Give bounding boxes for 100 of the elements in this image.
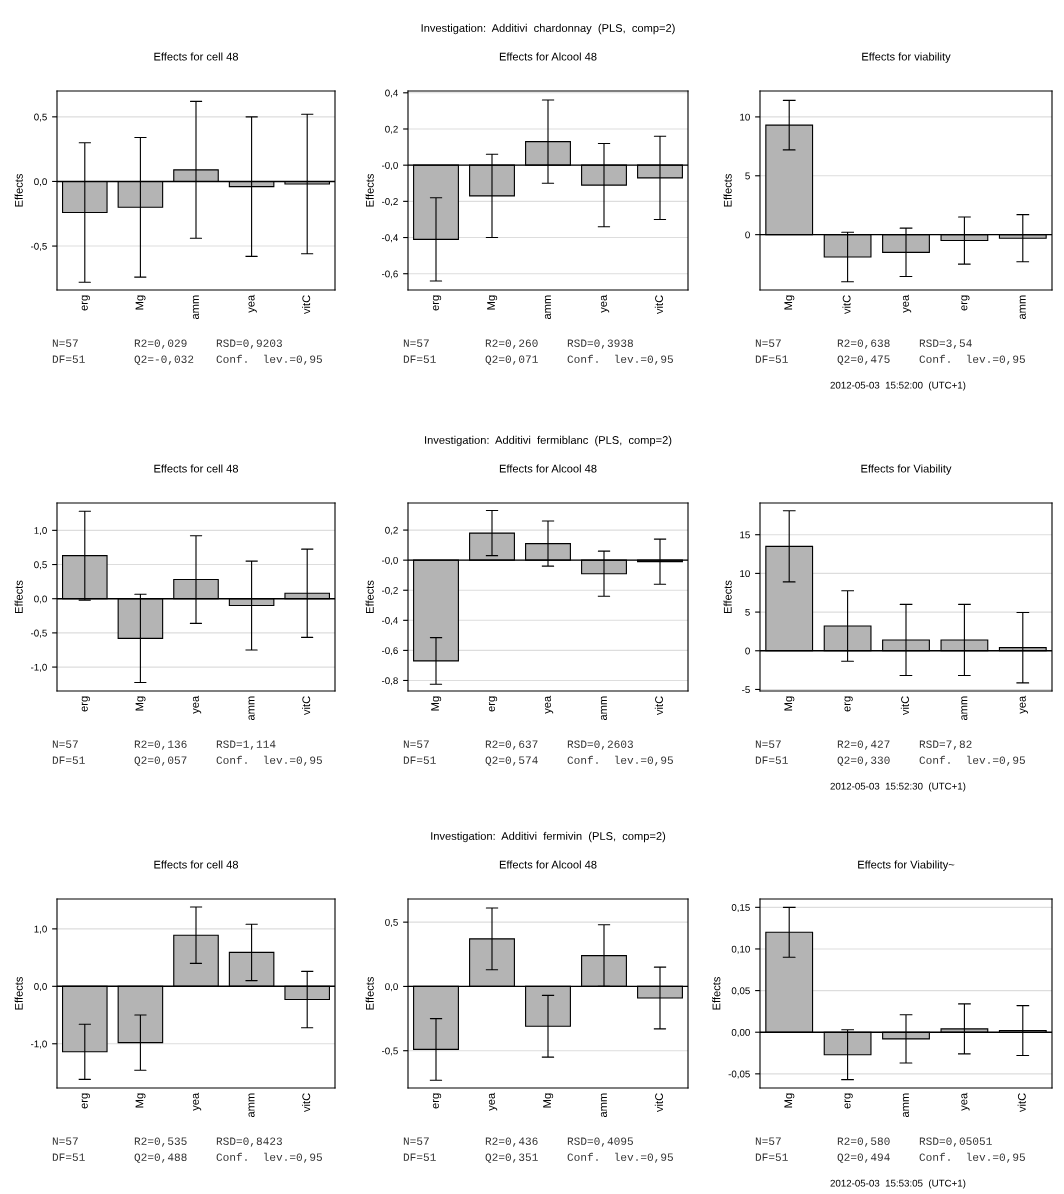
text: RSD=1,114 — [216, 740, 276, 750]
y-axis-title: Effects — [723, 174, 732, 207]
x-tick-label: erg — [488, 696, 498, 712]
y-tick-label: 15 — [740, 531, 750, 539]
y-tick-label: -5 — [742, 686, 750, 694]
text: 2012-05-03 15:52:30 (UTC+1) — [830, 782, 966, 792]
y-axis-title: Effects — [14, 174, 23, 207]
x-tick-label: yea — [248, 294, 257, 313]
chart-title: Effects for Alcool 48 — [499, 464, 597, 473]
y-tick-label: 0 — [745, 231, 750, 239]
chart-subtitle: Investigation: Additivi fermiblanc (PLS, comp=2) — [425, 435, 672, 447]
text: Conf. lev.=0,95 — [216, 755, 322, 766]
y-tick-label: 5 — [745, 172, 750, 180]
x-tick-label: Mg — [431, 696, 442, 711]
text: R2=0,436 — [485, 1137, 538, 1147]
y-tick-label: 0,10 — [731, 945, 750, 954]
text: Conf. lev.=0,95 — [567, 1152, 673, 1163]
text: Conf. lev.=0,95 — [567, 755, 673, 766]
text: R2=0,638 — [837, 339, 890, 349]
y-tick-label: 1,0 — [34, 527, 47, 536]
text: N=57 — [755, 339, 781, 347]
text: R2=0,136 — [134, 740, 187, 750]
x-tick-label: yea — [1019, 695, 1028, 714]
x-tick-label: erg — [432, 295, 442, 311]
y-axis-title: Effects — [365, 174, 374, 207]
y-tick-label: 0,0 — [34, 595, 47, 604]
chart-title: Effects for viability — [862, 52, 951, 63]
text: R2=0,427 — [837, 740, 890, 750]
y-tick-label: -0,5 — [381, 1047, 398, 1056]
x-tick-label: vitC — [654, 696, 663, 715]
text: Conf. lev.=0,95 — [567, 354, 673, 365]
text: 2012-05-03 15:53:05 (UTC+1) — [830, 1179, 966, 1189]
x-tick-label: yea — [600, 294, 610, 313]
text: Q2=0,330 — [837, 756, 890, 766]
x-tick-label: vitC — [654, 295, 663, 314]
x-tick-label: amm — [902, 1093, 909, 1118]
y-tick-label: -0,4 — [381, 617, 398, 626]
x-tick-label: vitC — [842, 295, 851, 314]
text: Conf. lev.=0,95 — [919, 1152, 1025, 1163]
y-tick-label: -0,5 — [30, 629, 47, 638]
y-tick-label: 0,15 — [731, 904, 750, 913]
x-tick-label: erg — [844, 696, 853, 712]
y-tick-label: -0,0 — [381, 161, 398, 170]
x-tick-label: Mg — [487, 295, 498, 310]
text: N=57 — [755, 740, 781, 748]
y-tick-label: 10 — [740, 570, 750, 578]
text: N=57 — [755, 1137, 781, 1145]
x-tick-label: yea — [192, 1092, 202, 1111]
x-tick-label: Mg — [135, 696, 146, 711]
text: Q2=0,057 — [134, 756, 187, 766]
y-tick-label: 0,5 — [34, 561, 47, 570]
text: RSD=0,05051 — [919, 1137, 992, 1147]
y-tick-label: 0,0 — [34, 983, 47, 992]
y-tick-label: -0,05 — [728, 1070, 750, 1079]
text: DF=51 — [403, 355, 436, 363]
chart-subtitle: Investigation: Additivi fermivin (PLS, comp=2) — [431, 831, 666, 843]
y-axis-title: Effects — [712, 977, 721, 1010]
text: Q2=0,574 — [485, 756, 538, 766]
y-axis-title: Effects — [365, 580, 374, 613]
text: DF=51 — [403, 756, 436, 764]
y-tick-label: 0,0 — [34, 178, 47, 187]
x-tick-label: erg — [81, 1093, 90, 1109]
x-tick-label: amm — [600, 1093, 607, 1118]
y-tick-label: 0 — [745, 647, 750, 655]
text: DF=51 — [52, 355, 85, 363]
x-tick-label: erg — [961, 295, 970, 311]
text: Q2=0,488 — [134, 1153, 187, 1163]
x-tick-label: yea — [544, 695, 554, 714]
y-axis-title: Effects — [365, 977, 374, 1010]
text: Q2=-0,032 — [134, 355, 194, 365]
chart-subtitle: Investigation: Additivi chardonnay (PLS, comp=2) — [421, 23, 675, 35]
text: N=57 — [52, 339, 78, 347]
text: RSD=0,8423 — [216, 1137, 282, 1147]
chart-title: Effects for cell 48 — [154, 464, 239, 473]
text: R2=0,260 — [485, 339, 538, 349]
y-tick-label: -0,2 — [381, 586, 398, 595]
text: R2=0,637 — [485, 740, 538, 750]
x-tick-label: erg — [844, 1093, 853, 1109]
text: RSD=3,54 — [919, 339, 972, 349]
y-tick-label: -0,0 — [381, 556, 398, 565]
chart-title: Effects for Alcool 48 — [499, 860, 597, 869]
y-tick-label: 5 — [745, 608, 750, 616]
x-tick-label: yea — [961, 1092, 970, 1111]
text: RSD=7,82 — [919, 740, 972, 750]
y-tick-label: 0,05 — [731, 987, 750, 996]
y-axis-title: Effects — [14, 977, 23, 1010]
x-tick-label: yea — [488, 1092, 498, 1111]
x-tick-label: erg — [81, 295, 90, 311]
y-tick-label: -0,4 — [381, 234, 398, 243]
text: Conf. lev.=0,95 — [216, 1152, 322, 1163]
text: N=57 — [403, 339, 429, 347]
text: DF=51 — [755, 756, 788, 764]
y-tick-label: 0,2 — [385, 526, 398, 535]
y-tick-label: -0,8 — [381, 677, 398, 686]
y-tick-label: -1,0 — [30, 1040, 47, 1049]
x-tick-label: erg — [81, 696, 90, 712]
y-tick-label: 10 — [740, 113, 750, 121]
x-tick-label: yea — [192, 695, 202, 714]
y-tick-label: -0,6 — [381, 270, 398, 279]
text: N=57 — [52, 1137, 78, 1145]
